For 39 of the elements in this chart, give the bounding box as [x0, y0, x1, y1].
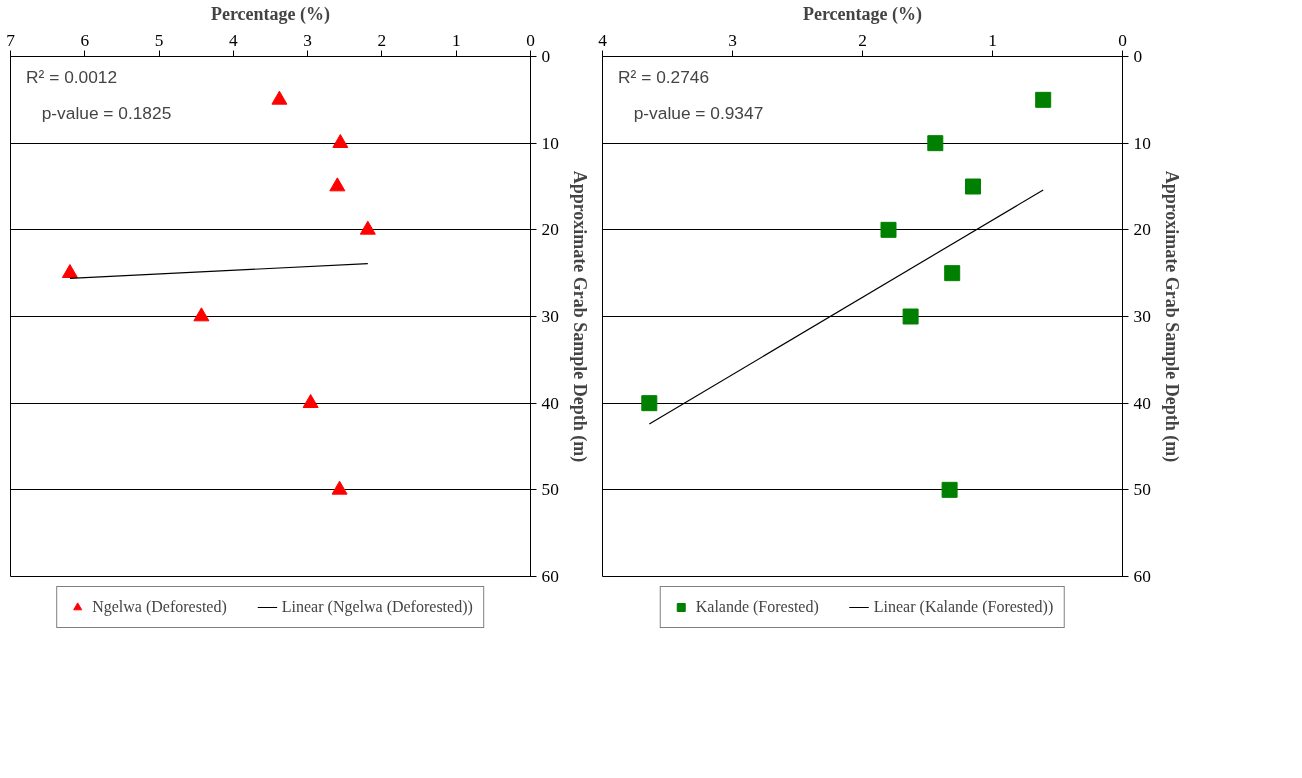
x-tick-label: 5	[154, 30, 164, 50]
x-tick-label: 2	[377, 30, 387, 50]
y-tick-label: 0	[1133, 47, 1143, 66]
y-axis-title: Approximate Grab Sample Depth (m)	[1160, 170, 1182, 463]
y-axis-title: Approximate Grab Sample Depth (m)	[568, 170, 590, 463]
y-tick-label: 20	[541, 220, 559, 240]
x-axis-title: Percentage (%)	[210, 3, 331, 25]
y-tick-label: 30	[541, 307, 559, 326]
y-tick-label: 20	[1133, 220, 1151, 240]
x-tick-label: 0	[1118, 30, 1127, 50]
annotation: R² = 0.2746	[618, 66, 710, 87]
legend-label: Linear (Ngelwa (Deforested))	[281, 598, 473, 616]
legend-label: Linear (Kalande (Forested))	[873, 598, 1054, 616]
x-tick-label: 4	[229, 30, 239, 50]
x-tick-label: 3	[303, 30, 312, 50]
legend-label: Ngelwa (Deforested)	[92, 598, 227, 616]
x-tick-label: 1	[451, 30, 461, 50]
annotation: p-value = 0.9347	[633, 103, 764, 124]
y-tick-label: 40	[1133, 393, 1151, 413]
x-axis-title: Percentage (%)	[802, 3, 923, 25]
x-tick-label: 0	[526, 30, 535, 50]
y-tick-label: 30	[1133, 307, 1151, 326]
y-tick-label: 50	[541, 480, 559, 500]
y-tick-label: 50	[1133, 480, 1151, 500]
y-tick-label: 10	[541, 133, 559, 153]
x-tick-label: 6	[80, 30, 90, 50]
x-tick-label: 3	[728, 30, 737, 50]
y-tick-label: 10	[1133, 133, 1151, 153]
y-tick-label: 40	[541, 393, 559, 413]
y-tick-label: 0	[541, 47, 551, 66]
x-tick-label: 2	[858, 30, 867, 50]
x-tick-label: 4	[598, 30, 608, 50]
y-tick-label: 60	[1133, 567, 1151, 586]
annotation: p-value = 0.1825	[41, 103, 172, 124]
legend-label: Kalande (Forested)	[695, 598, 819, 616]
y-tick-label: 60	[541, 567, 559, 586]
x-tick-label: 7	[6, 30, 16, 50]
x-tick-label: 1	[988, 30, 997, 50]
annotation: R² = 0.0012	[26, 66, 118, 87]
